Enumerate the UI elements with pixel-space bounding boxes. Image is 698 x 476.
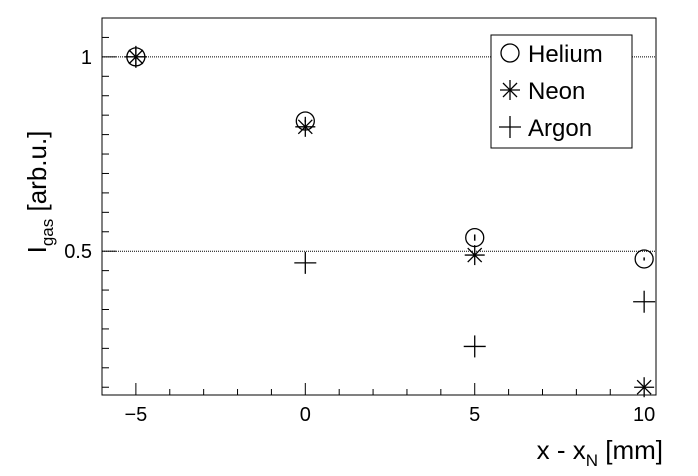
legend-label-helium: Helium xyxy=(528,41,603,68)
legend-glyph-argon xyxy=(499,116,521,138)
y-axis-label-sub: gas xyxy=(38,219,57,246)
legend-item-helium: Helium xyxy=(500,41,603,68)
legend-marker-neon xyxy=(500,80,520,100)
x-axis-label-unit: [mm] xyxy=(598,435,663,465)
legend-box xyxy=(490,34,633,149)
argon-point xyxy=(463,335,486,358)
helium-point xyxy=(634,249,654,269)
y-axis-label-main: I xyxy=(22,246,52,253)
argon-point xyxy=(294,251,317,274)
legend-glyph-neon xyxy=(500,80,520,100)
x-axis-label-main: x - x xyxy=(537,435,586,465)
legend-item-neon: Neon xyxy=(500,78,585,105)
legend-marker-argon xyxy=(499,116,521,138)
data-points xyxy=(124,45,656,398)
argon-point xyxy=(124,45,147,68)
x-tick-label: 5 xyxy=(469,404,480,426)
x-axis-label-sub: N xyxy=(586,451,598,470)
axis-ticks xyxy=(101,36,645,395)
x-axis-label: x - xN [mm] xyxy=(537,435,663,470)
plot-frame xyxy=(101,17,657,396)
legend-glyph-helium xyxy=(500,43,520,63)
tick-labels: −5 0 5 10 0.5 1 xyxy=(64,47,655,426)
x-tick-label: −5 xyxy=(124,404,147,426)
argon-point xyxy=(633,290,656,313)
legend-item-argon: Argon xyxy=(499,115,592,142)
y-tick-label: 0.5 xyxy=(64,241,92,263)
legend-label-argon: Argon xyxy=(528,115,592,142)
x-tick-label: 0 xyxy=(300,404,311,426)
x-tick-label: 10 xyxy=(633,404,655,426)
y-axis-label-unit: [arb.u.] xyxy=(22,131,52,219)
legend: Helium Neon Argon xyxy=(490,34,633,149)
legend-label-neon: Neon xyxy=(528,78,585,105)
y-axis-label: Igas [arb.u.] xyxy=(22,131,57,254)
legend-marker-helium xyxy=(500,43,520,63)
y-tick-label: 1 xyxy=(81,47,92,69)
reference-lines xyxy=(102,56,656,252)
